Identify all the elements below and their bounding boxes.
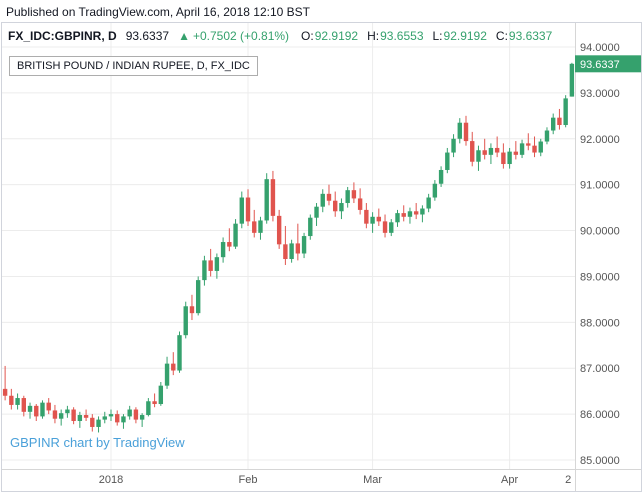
price-axis-label: 88.0000 — [580, 317, 620, 329]
high-value: H:93.6553 — [367, 29, 423, 43]
price-axis-label: 89.0000 — [580, 271, 620, 283]
price-axis-label: 91.0000 — [580, 180, 620, 192]
gridlines — [2, 23, 575, 469]
chart-widget: 94.0000 93.0000 92.0000 91.0000 90.0000 89.00… — [1, 22, 642, 492]
last-price-tag: 93.6337 — [575, 55, 641, 72]
change-up-arrow-icon: ▲ — [178, 29, 190, 43]
price-axis-label: 93.0000 — [580, 88, 620, 100]
price-axis-label: 94.0000 — [580, 42, 620, 54]
time-axis-label: 2018 — [99, 474, 123, 486]
chart-legend: FX_IDC:GBPINR, D 93.6337 ▲+0.7502 (+0.81%)… — [8, 29, 561, 43]
page: { "published_bar": { "text": "Published … — [0, 0, 644, 493]
chart-title: BRITISH POUND / INDIAN RUPEE, D, FX_IDC — [9, 56, 258, 76]
open-value: O:92.9192 — [301, 29, 358, 43]
time-axis-label: Mar — [363, 474, 382, 486]
published-bar: Published on TradingView.com, April 16, … — [0, 0, 644, 22]
price-axis-label: 92.0000 — [580, 134, 620, 146]
price-axis-label: 86.0000 — [580, 409, 620, 421]
svg-text:93.6337: 93.6337 — [580, 59, 620, 71]
time-axis-label: 2 — [565, 474, 571, 486]
price-change-value: +0.7502 (+0.81%) — [193, 29, 289, 43]
last-price-value: 93.6337 — [126, 29, 169, 43]
time-axis-label: Feb — [239, 474, 258, 486]
low-value: L:92.9192 — [433, 29, 487, 43]
candles — [3, 63, 574, 433]
close-value: C:93.6337 — [496, 29, 552, 43]
published-text: Published on TradingView.com, April 16, … — [6, 5, 310, 19]
price-axis-label: 87.0000 — [580, 363, 620, 375]
symbol-interval-label[interactable]: FX_IDC:GBPINR, D — [8, 29, 117, 43]
price-axis-label: 85.0000 — [580, 455, 620, 467]
tradingview-watermark-link[interactable]: GBPINR chart by TradingView — [10, 435, 185, 450]
chart-canvas[interactable]: 94.0000 93.0000 92.0000 91.0000 90.0000 89.00… — [2, 23, 641, 491]
time-axis-label: Apr — [501, 474, 518, 486]
price-axis-label: 90.0000 — [580, 226, 620, 238]
